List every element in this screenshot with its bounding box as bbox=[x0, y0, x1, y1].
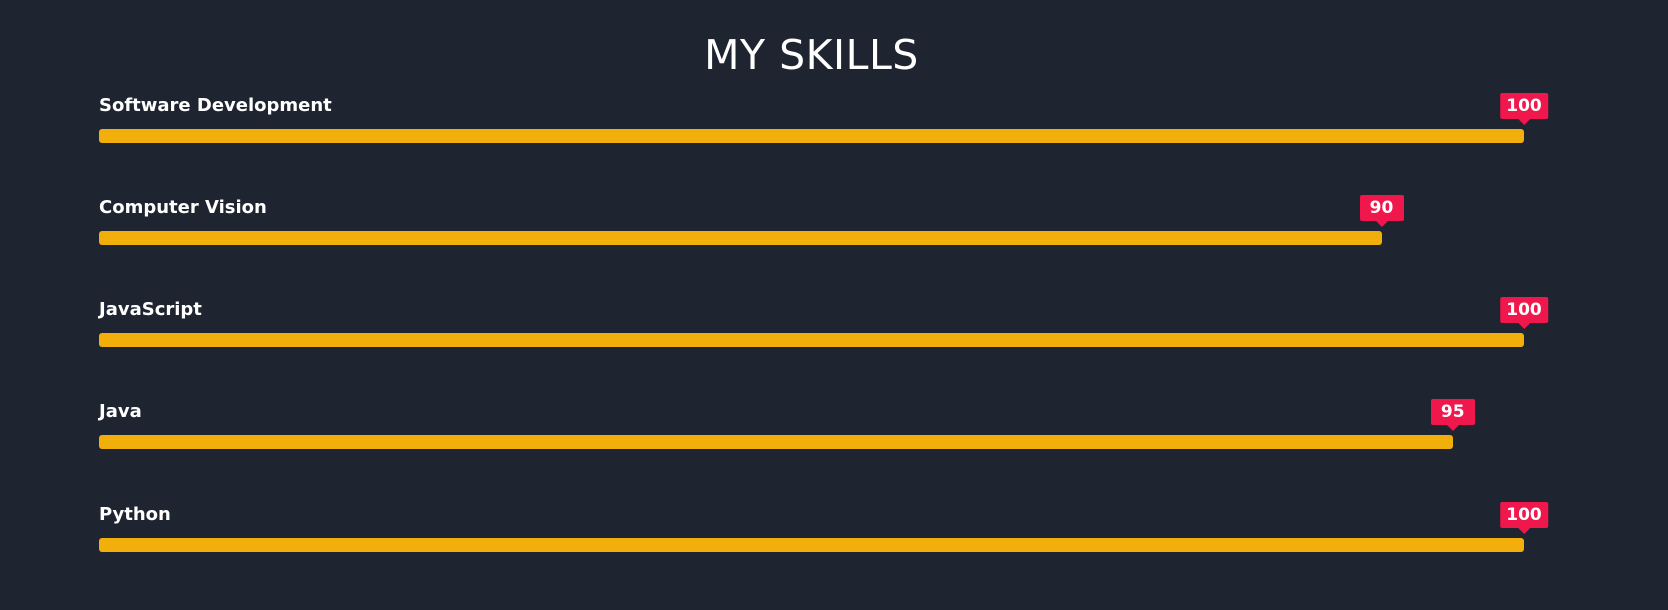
skill-software-development: Software Development 100 bbox=[99, 93, 1599, 154]
skill-progress-fill bbox=[99, 435, 1453, 449]
skill-label: Python bbox=[99, 504, 171, 525]
skill-python: Python 100 bbox=[99, 502, 1599, 563]
skill-label: Java bbox=[99, 401, 142, 422]
skill-java: Java 95 bbox=[99, 399, 1599, 460]
skill-javascript: JavaScript 100 bbox=[99, 297, 1599, 358]
skill-progress-track bbox=[99, 231, 1524, 245]
skill-progress-fill bbox=[99, 333, 1524, 347]
section-title: MY SKILLS bbox=[704, 31, 919, 79]
skill-progress-fill bbox=[99, 538, 1524, 552]
skill-percent-badge: 95 bbox=[1430, 399, 1475, 431]
skill-percent-badge: 100 bbox=[1500, 297, 1548, 329]
skill-progress-track bbox=[99, 129, 1524, 143]
skill-progress-track bbox=[99, 435, 1524, 449]
skill-computer-vision: Computer Vision 90 bbox=[99, 195, 1599, 256]
skill-label: Computer Vision bbox=[99, 197, 267, 218]
skill-progress-track bbox=[99, 333, 1524, 347]
skill-progress-fill bbox=[99, 129, 1524, 143]
skill-percent-badge: 100 bbox=[1500, 502, 1548, 534]
skill-progress-fill bbox=[99, 231, 1382, 245]
skill-percent-badge: 100 bbox=[1500, 93, 1548, 125]
skill-label: JavaScript bbox=[99, 299, 202, 320]
skill-percent-badge: 90 bbox=[1359, 195, 1404, 227]
skill-progress-track bbox=[99, 538, 1524, 552]
skill-label: Software Development bbox=[99, 95, 332, 116]
